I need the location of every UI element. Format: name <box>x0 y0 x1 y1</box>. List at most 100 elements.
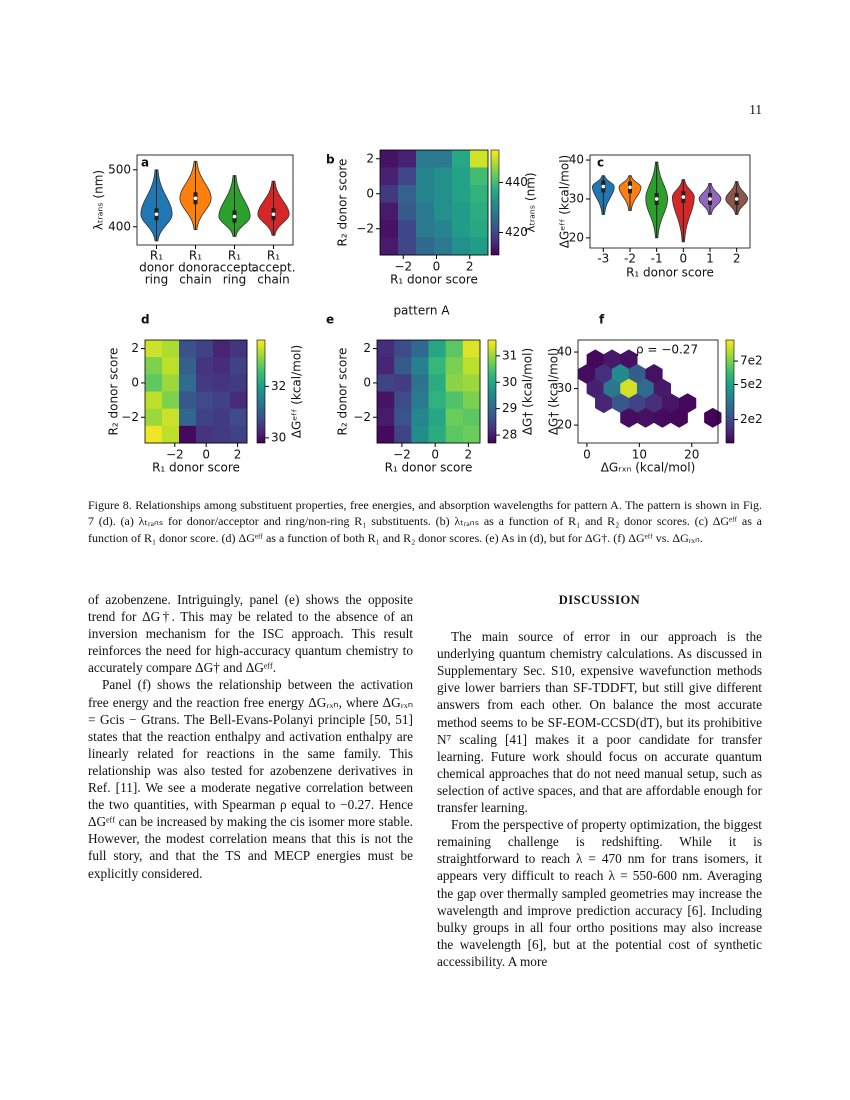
heatmap-cell <box>377 340 395 358</box>
heatmap-cell <box>162 357 180 375</box>
colorbar-tick-label: 31 <box>502 348 517 362</box>
heatmap-cell <box>445 340 464 358</box>
violin-median <box>734 197 739 201</box>
colorbar-tick-label: 28 <box>502 428 517 442</box>
heatmap-cell <box>380 237 399 256</box>
heatmap-cell <box>380 167 399 186</box>
heatmap-cell <box>230 340 248 358</box>
figure-caption: Figure 8. Relationships among substituen… <box>88 498 762 545</box>
heatmap-cell <box>179 391 197 410</box>
heatmap-cell <box>145 391 163 410</box>
heatmap-cell <box>377 408 395 427</box>
heatmap-cell <box>213 340 231 358</box>
x-axis-label: ΔGᵣₓₙ (kcal/mol) <box>601 461 696 475</box>
y-axis-label: ΔG† (kcal/mol) <box>547 348 561 435</box>
heatmap-cell <box>230 374 248 392</box>
x-tick-label: R₁ <box>228 249 241 263</box>
y-tick-label: 40 <box>569 153 584 167</box>
heatmap-cell <box>445 374 464 392</box>
panel-label: b <box>326 153 335 167</box>
y-tick-label: 500 <box>108 162 131 176</box>
heatmap-cell <box>179 340 197 358</box>
y-tick-label: 20 <box>557 418 572 432</box>
colorbar-tick-label: 5e2 <box>740 377 763 391</box>
paragraph: The main source of error in our approach… <box>437 629 762 816</box>
y-axis-label: R₂ donor score <box>107 348 121 436</box>
panel-label: d <box>141 313 150 327</box>
x-tick-label: 0 <box>583 448 591 462</box>
colorbar-label: ΔG† (kcal/mol) <box>521 348 535 435</box>
heatmap-cell <box>398 220 417 238</box>
heatmap-cell <box>428 374 447 392</box>
heatmap-cell <box>416 220 435 238</box>
heatmap-cell <box>462 374 481 392</box>
figure: R₁donorringR₁donorchainR₁accept.ringR₁ac… <box>92 149 763 475</box>
heatmap-cell <box>434 167 453 186</box>
heatmap-cell <box>445 408 464 427</box>
panel-label: a <box>141 156 149 170</box>
heatmap-cell <box>377 425 395 444</box>
heatmap-cell <box>230 408 248 427</box>
heatmap-cell <box>213 357 231 375</box>
y-tick-label: −2 <box>356 221 374 235</box>
heatmap-cell <box>162 391 180 410</box>
heatmap-cell <box>398 167 417 186</box>
heatmap-cell <box>462 408 481 427</box>
heatmap-cell <box>452 185 471 203</box>
heatmap-cell <box>398 185 417 203</box>
heatmap-cell <box>470 202 489 221</box>
heatmap-cell <box>452 150 471 168</box>
x-tick-label: donor <box>178 261 213 275</box>
heatmap-cell <box>230 357 248 375</box>
heatmap-cell <box>445 391 464 410</box>
colorbar-label: ΔGᵉᶠᶠ (kcal/mol) <box>290 345 304 438</box>
heatmap-cell <box>213 391 231 410</box>
axes-frame <box>376 339 481 444</box>
heatmap-cell <box>428 408 447 427</box>
colorbar-tick-label: 440 <box>505 175 528 189</box>
x-axis-label: R₁ donor score <box>152 461 240 475</box>
x-tick-label: -3 <box>597 252 609 266</box>
left-column: of azobenzene. Intriguingly, panel (e) s… <box>88 591 413 882</box>
heatmap-cell <box>434 185 453 203</box>
heatmap-cell <box>145 408 163 427</box>
colorbar-tick-label: 30 <box>502 375 517 389</box>
violin-median <box>654 197 659 201</box>
page-number: 11 <box>749 102 762 117</box>
y-axis-label: R₂ donor score <box>336 348 350 436</box>
x-tick-label: chain <box>257 273 290 287</box>
y-tick-label: −2 <box>353 410 371 424</box>
x-tick-label: ring <box>223 273 247 287</box>
heatmap-cell <box>428 425 447 444</box>
x-tick-label: R₁ <box>150 249 163 263</box>
axes-frame <box>589 154 751 249</box>
violin-median <box>232 214 237 219</box>
heatmap-cell <box>398 202 417 221</box>
y-tick-label: 20 <box>569 230 584 244</box>
x-tick-label: −2 <box>166 448 184 462</box>
heatmap-cell <box>452 220 471 238</box>
x-axis-label: R₁ donor score <box>385 461 473 475</box>
x-tick-label: 10 <box>632 448 647 462</box>
y-tick-label: 0 <box>366 186 374 200</box>
x-tick-label: 2 <box>465 448 473 462</box>
heatmap-cell <box>196 425 214 444</box>
heatmap-cell <box>162 425 180 444</box>
y-tick-label: −2 <box>121 410 139 424</box>
y-tick-label: 2 <box>363 341 371 355</box>
heatmap-cell <box>179 408 197 427</box>
heatmap-cell <box>230 425 248 444</box>
heatmap-cell <box>411 391 429 410</box>
heatmap-cell <box>411 374 429 392</box>
heatmap-cell <box>462 357 481 375</box>
y-tick-label: 2 <box>366 151 374 165</box>
heatmap-cell <box>411 340 429 358</box>
x-tick-label: 2 <box>733 252 741 266</box>
heatmap-cell <box>145 340 163 358</box>
x-tick-label: −2 <box>393 448 411 462</box>
x-axis-label: R₁ donor score <box>390 273 478 287</box>
heatmap-cell <box>445 357 464 375</box>
heatmap-cell <box>434 220 453 238</box>
heatmap-cell <box>428 340 447 358</box>
heatmap-cell <box>462 391 481 410</box>
